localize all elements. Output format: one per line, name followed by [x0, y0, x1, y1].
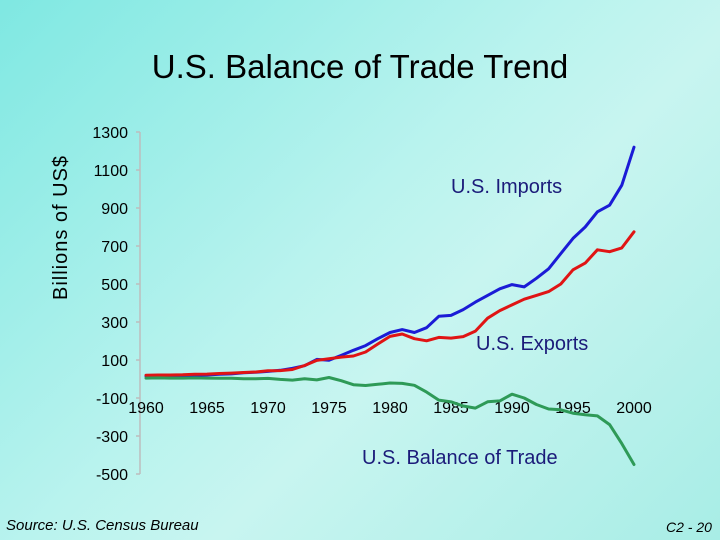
x-tick-label: 1975 [311, 400, 347, 417]
series-line-balance [144, 376, 636, 466]
x-tick-label: 1960 [128, 400, 164, 417]
y-tick-label: 900 [101, 201, 128, 218]
imports-annotation: U.S. Imports [451, 176, 562, 198]
chart-axes [136, 131, 141, 475]
y-tick-label: 500 [101, 277, 128, 294]
y-tick-label: 1300 [92, 125, 128, 142]
series-lines [144, 145, 636, 466]
x-tick-labels: 1960 1965 1970 1975 1980 1985 1990 1995 2000 [128, 400, 652, 417]
x-tick-label: 1980 [372, 400, 408, 417]
y-tick-label: -500 [96, 467, 128, 484]
y-tick-label: 300 [101, 315, 128, 332]
slide-number: C2 - 20 [666, 519, 712, 535]
source-note: Source: U.S. Census Bureau [6, 517, 199, 534]
y-tick-label: 1100 [94, 163, 129, 180]
y-tick-label: 700 [101, 239, 128, 256]
y-tick-labels: 1300 1100 900 700 500 300 100 -100 -300 -500 [92, 125, 128, 484]
x-tick-label: 1970 [250, 400, 286, 417]
exports-annotation: U.S. Exports [476, 333, 588, 355]
x-tick-label: 2000 [616, 400, 652, 417]
y-tick-label: 100 [101, 353, 128, 370]
balance-annotation: U.S. Balance of Trade [362, 447, 558, 469]
x-tick-label: 1990 [494, 400, 530, 417]
y-tick-label: -300 [96, 429, 128, 446]
slide-title: U.S. Balance of Trade Trend [151, 48, 569, 85]
y-tick-label: -100 [96, 391, 128, 408]
x-tick-label: 1965 [189, 400, 225, 417]
series-line-exports [144, 230, 636, 377]
x-tick-label: 1995 [555, 400, 591, 417]
